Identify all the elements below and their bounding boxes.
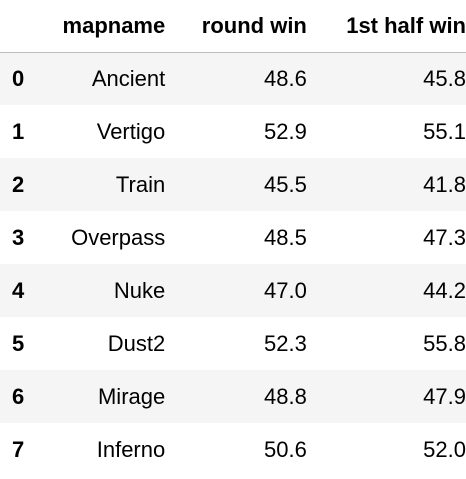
header-row: mapname round win 1st half win: [0, 0, 466, 53]
cell-round-win: 52.3: [264, 330, 307, 356]
header-mapname: mapname: [41, 0, 166, 53]
table-header: mapname round win 1st half win: [0, 0, 466, 53]
cell-first-half-win: 55.1: [423, 118, 466, 144]
cell-round-win: 50.6: [264, 436, 307, 462]
table-row: 5 Dust2 52.3 55.8: [0, 317, 466, 370]
cell-round-win: 48.6: [264, 65, 307, 91]
cell-round-win: 47.0: [264, 277, 307, 303]
table-row: 2 Train 45.5 41.8: [0, 158, 466, 211]
cell-first-half-win: 55.8: [423, 330, 466, 356]
row-index: 1: [12, 118, 25, 144]
header-index: [0, 0, 42, 53]
cell-mapname: Vertigo: [96, 118, 166, 144]
row-index: 4: [12, 277, 25, 303]
table-row: 4 Nuke 47.0 44.2: [0, 264, 466, 317]
cell-mapname: Nuke: [113, 277, 166, 303]
row-index: 0: [12, 65, 25, 91]
cell-first-half-win: 47.3: [423, 224, 466, 250]
cell-round-win: 48.8: [264, 383, 307, 409]
header-first-half-win: 1st half win: [306, 0, 466, 53]
table-row: 6 Mirage 48.8 47.9: [0, 370, 466, 423]
cell-mapname: Mirage: [97, 383, 166, 409]
table-row: 0 Ancient 48.6 45.8: [0, 52, 466, 105]
cell-first-half-win: 47.9: [423, 383, 466, 409]
cell-first-half-win: 44.2: [423, 277, 466, 303]
table-row: 7 Inferno 50.6 52.0: [0, 423, 466, 476]
cell-round-win: 45.5: [264, 171, 307, 197]
cell-mapname: Ancient: [91, 65, 166, 91]
row-index: 3: [12, 224, 25, 250]
cell-mapname: Dust2: [107, 330, 166, 356]
cell-first-half-win: 45.8: [423, 65, 466, 91]
row-index: 5: [12, 330, 25, 356]
cell-round-win: 48.5: [264, 224, 307, 250]
table-body: 0 Ancient 48.6 45.8 1 Vertigo 52.9 55.1 …: [0, 52, 466, 476]
cell-round-win: 52.9: [264, 118, 307, 144]
cell-mapname: Inferno: [96, 436, 166, 462]
row-index: 2: [12, 171, 25, 197]
table-row: 3 Overpass 48.5 47.3: [0, 211, 466, 264]
header-round-win: round win: [165, 0, 307, 53]
row-index: 6: [12, 383, 25, 409]
cell-first-half-win: 41.8: [423, 171, 466, 197]
cell-mapname: Train: [115, 171, 166, 197]
cell-mapname: Overpass: [71, 224, 166, 250]
row-index: 7: [12, 436, 25, 462]
table-row: 1 Vertigo 52.9 55.1: [0, 105, 466, 158]
cell-first-half-win: 52.0: [423, 436, 466, 462]
